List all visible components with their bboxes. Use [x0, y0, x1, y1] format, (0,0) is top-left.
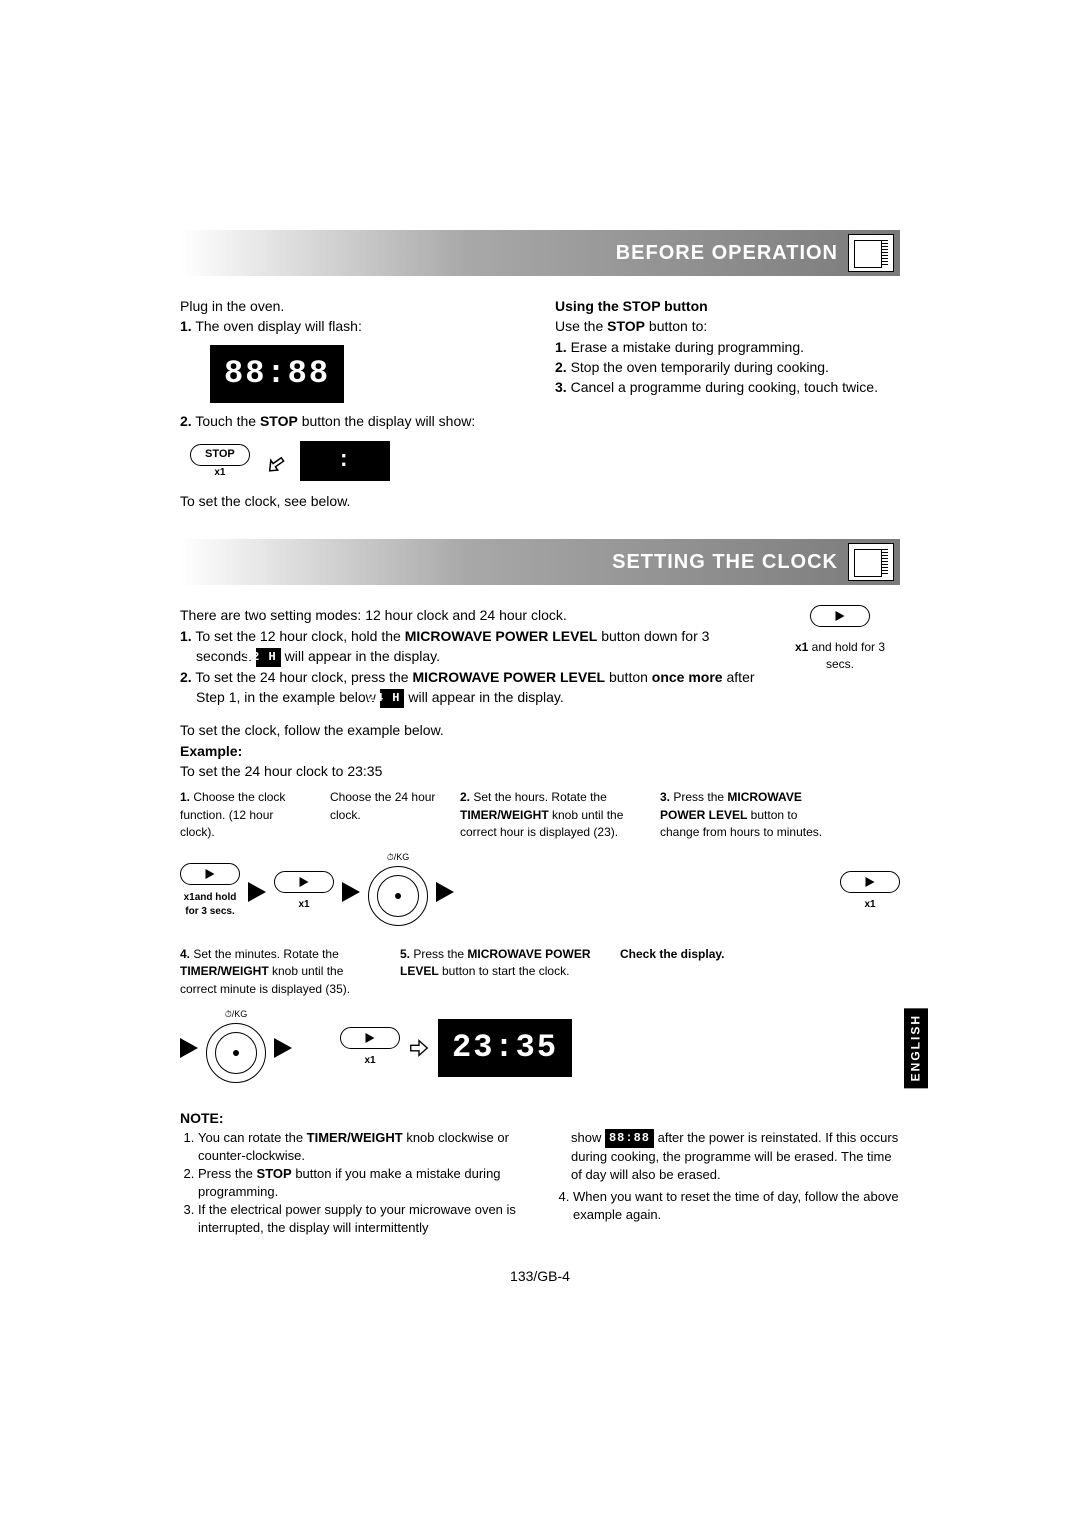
clock-li2d: will appear in the display. — [404, 689, 563, 705]
ex-step4a: Set the minutes. Rotate the — [193, 947, 338, 961]
note1a: You can rotate the — [198, 1130, 307, 1145]
example-title: Example: — [180, 743, 242, 759]
follow-example: To set the clock, follow the example bel… — [180, 720, 900, 740]
step2-text-b: button the display will show: — [298, 413, 475, 429]
step2-stop-bold: STOP — [260, 413, 298, 429]
arrow-right-icon — [342, 882, 360, 902]
timer-weight-dial-icon — [206, 1023, 266, 1083]
power-level-button-icon — [274, 871, 334, 893]
stop-x1: x1 — [190, 466, 250, 481]
section-header-before: BEFORE OPERATION — [180, 230, 900, 276]
clock-li2a: To set the 24 hour clock, press the — [195, 669, 412, 685]
x1-caption: x1 — [274, 898, 334, 913]
power-level-button-icon — [840, 871, 900, 893]
step2-text-a: Touch the — [195, 413, 260, 429]
ex-step2a: Set the hours. Rotate the — [473, 790, 606, 804]
note-title: NOTE: — [180, 1110, 224, 1126]
timer-weight-dial-icon — [368, 866, 428, 926]
before-operation-body: Plug in the oven. 1. The oven display wi… — [180, 296, 900, 511]
lcd-24h: 24 H — [380, 689, 405, 708]
power-level-button-icon — [810, 605, 870, 627]
english-language-tab: ENGLISH — [904, 1008, 928, 1088]
use-stop-a: Use the — [555, 318, 607, 334]
before-step1: The oven display will flash: — [195, 318, 362, 334]
clock-intro: There are two setting modes: 12 hour clo… — [180, 605, 760, 625]
example-intro: To set the 24 hour clock to 23:35 — [180, 761, 900, 781]
microwave-icon — [848, 234, 894, 272]
ex-step4bold: TIMER/WEIGHT — [180, 964, 269, 978]
section-header-clock: SETTING THE CLOCK — [180, 539, 900, 585]
use-stop-b: button to: — [645, 318, 707, 334]
ex-step5b: button to start the clock. — [439, 964, 570, 978]
page-footer: 133/GB-4 — [180, 1268, 900, 1284]
x1-caption: x1 — [340, 1054, 400, 1069]
ex-step3a: Press the — [673, 790, 727, 804]
note3-cont-a: show — [571, 1130, 605, 1145]
stop-button-icon: STOP — [190, 444, 250, 466]
ex-step2bold: TIMER/WEIGHT — [460, 808, 549, 822]
note2bold: STOP — [257, 1166, 292, 1181]
side-x1: x1 — [795, 640, 808, 654]
section-title-before: BEFORE OPERATION — [616, 242, 838, 265]
x1-caption: x1 — [840, 898, 900, 913]
arrow-right-icon — [180, 1038, 198, 1058]
check-display: Check the display. — [620, 946, 770, 963]
arrow-right-icon — [248, 882, 266, 902]
arrow-right-icon — [274, 1038, 292, 1058]
arrow-right-outline-icon — [408, 1037, 430, 1059]
clock-li2b: button — [605, 669, 652, 685]
kg-label: ⏱/KG — [206, 1008, 266, 1021]
clock-li2bold: MICROWAVE POWER LEVEL — [412, 669, 605, 685]
stop-use-3: Cancel a programme during cooking, touch… — [571, 379, 878, 395]
ex-step1a: Choose the clock function. (12 hour cloc… — [180, 790, 285, 839]
note1bold: TIMER/WEIGHT — [307, 1130, 403, 1145]
clock-li2bold2: once more — [652, 669, 723, 685]
arrow-right-icon — [436, 882, 454, 902]
clock-li1a: To set the 12 hour clock, hold the — [195, 628, 404, 644]
side-hold: and hold for 3 secs. — [808, 640, 885, 671]
lcd-colon: : — [300, 441, 390, 481]
kg-label: ⏱/KG — [368, 851, 428, 864]
set-clock-see-below: To set the clock, see below. — [180, 491, 525, 511]
section-title-clock: SETTING THE CLOCK — [612, 551, 838, 574]
microwave-icon — [848, 543, 894, 581]
stop-use-2: Stop the oven temporarily during cooking… — [571, 359, 829, 375]
press-hand-icon — [260, 446, 290, 476]
note4: When you want to reset the time of day, … — [573, 1188, 900, 1224]
lcd-8888-inline: 88:88 — [605, 1129, 654, 1148]
lcd-flash-8888: 88:88 — [210, 345, 344, 403]
power-level-button-icon — [340, 1027, 400, 1049]
note3: If the electrical power supply to your m… — [198, 1201, 525, 1237]
use-stop-bold: STOP — [607, 318, 645, 334]
using-stop-title: Using the STOP button — [555, 298, 708, 314]
lcd-12h: 12 H — [256, 648, 281, 667]
note2a: Press the — [198, 1166, 257, 1181]
lcd-final-time: 23:35 — [438, 1019, 572, 1077]
power-level-button-icon — [180, 863, 240, 885]
ex-step5a: Press the — [413, 947, 467, 961]
stop-use-1: Erase a mistake during programming. — [571, 339, 804, 355]
clock-li1-bold: MICROWAVE POWER LEVEL — [405, 628, 598, 644]
clock-li1c: will appear in the display. — [281, 648, 440, 664]
plug-in-text: Plug in the oven. — [180, 296, 525, 316]
ex-step1b: Choose the 24 hour clock. — [330, 789, 440, 824]
x1hold-caption: x1and hold for 3 secs. — [180, 891, 240, 920]
